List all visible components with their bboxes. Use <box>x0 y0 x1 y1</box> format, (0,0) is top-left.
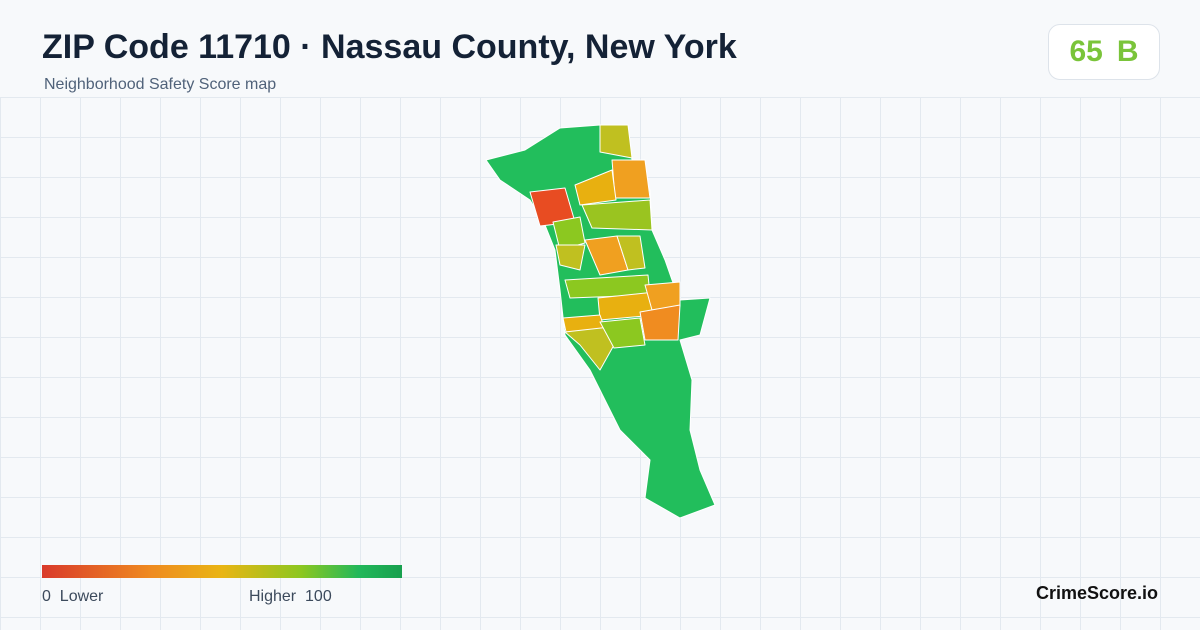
region <box>574 169 617 206</box>
region <box>581 199 653 231</box>
score-badge: 65 B <box>1048 24 1160 80</box>
region <box>564 326 615 371</box>
region <box>611 159 651 199</box>
legend-gradient <box>42 565 402 578</box>
legend-min: 0 Lower <box>42 588 103 606</box>
score-value: 65 <box>1069 35 1103 68</box>
region <box>639 304 681 341</box>
region <box>599 317 646 349</box>
subtitle: Neighborhood Safety Score map <box>44 76 277 93</box>
legend-max-value: 100 <box>305 588 332 605</box>
region <box>552 216 586 251</box>
region <box>599 124 633 159</box>
title: ZIP Code 11710 · Nassau County, New York <box>42 28 737 66</box>
legend-min-value: 0 <box>42 588 51 605</box>
brand: CrimeScore.io <box>1035 583 1158 603</box>
score-grade: B <box>1116 35 1139 68</box>
legend-max-label: Higher <box>249 588 297 605</box>
region <box>555 244 586 271</box>
legend-max: Higher 100 <box>249 588 332 606</box>
region <box>616 235 646 271</box>
legend-min-label: Lower <box>59 588 104 605</box>
